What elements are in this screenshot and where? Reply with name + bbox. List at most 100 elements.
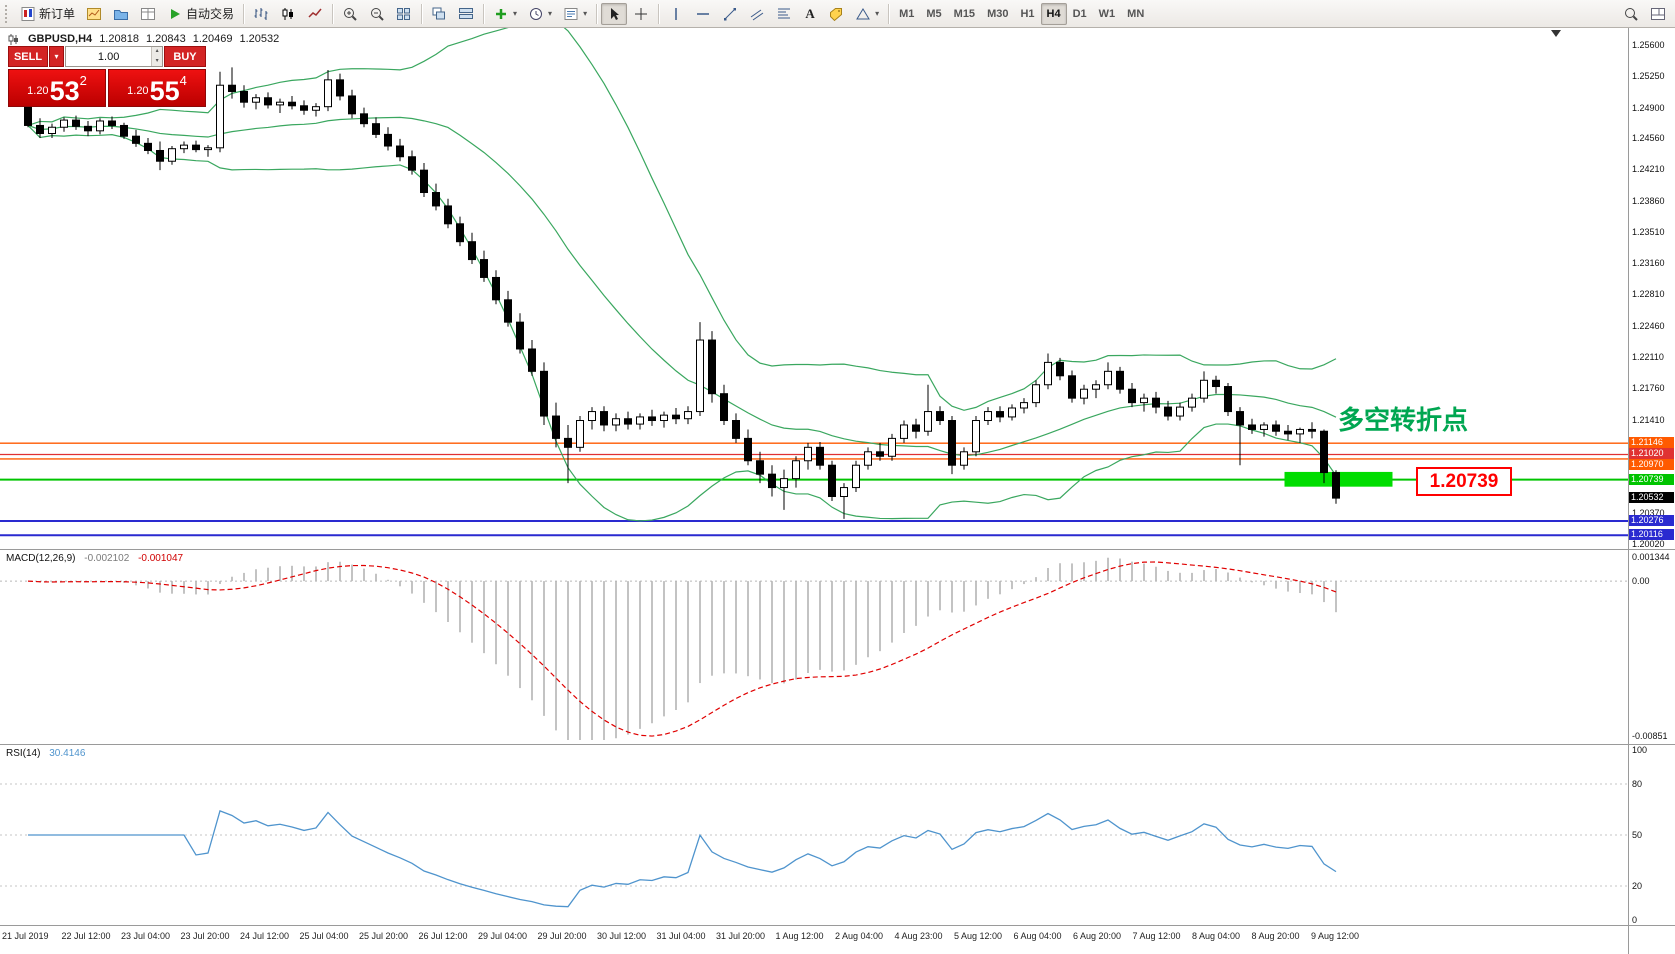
timeframe-m1-button[interactable]: M1 (893, 3, 920, 25)
timeframe-m30-button[interactable]: M30 (981, 3, 1014, 25)
periods-button[interactable]: ▾ (523, 3, 557, 25)
profiles-button[interactable] (108, 3, 134, 25)
time-tick: 8 Aug 04:00 (1192, 931, 1241, 941)
price-line-label: 1.20276 (1629, 515, 1674, 526)
cascade-windows-button[interactable] (426, 3, 452, 25)
separator (888, 3, 890, 24)
auto-trading-button[interactable]: 自动交易 (162, 3, 239, 25)
indicators-button[interactable]: ▾ (488, 3, 522, 25)
sell-button[interactable]: SELL (8, 46, 48, 67)
price-tick: 1.24900 (1632, 102, 1665, 113)
time-tick: 23 Jul 04:00 (121, 931, 171, 941)
candlestick-chart-icon (280, 6, 296, 22)
timeframe-d1-button[interactable]: D1 (1067, 3, 1093, 25)
candlestick-chart-button[interactable] (275, 3, 301, 25)
low-value: 1.20469 (192, 33, 233, 45)
timeframe-w1-button[interactable]: W1 (1093, 3, 1122, 25)
price-line-label: 1.20116 (1629, 529, 1674, 541)
trendline-icon (722, 6, 738, 22)
timeframe-mn-button[interactable]: MN (1121, 3, 1150, 25)
crosshair-icon (633, 6, 649, 22)
zoom-in-button[interactable] (337, 3, 363, 25)
timeframe-m15-button[interactable]: M15 (948, 3, 981, 25)
shapes-button[interactable]: ▾ (850, 3, 884, 25)
new-order-button[interactable]: 新订单 (15, 3, 80, 25)
turning-point-annotation: 多空转折点 (1338, 405, 1469, 435)
tile-windows-button[interactable] (391, 3, 417, 25)
zoom-out-button[interactable] (364, 3, 390, 25)
time-tick: 31 Jul 20:00 (716, 931, 766, 941)
cascade-windows-icon (431, 6, 447, 22)
label-tool-button[interactable] (823, 3, 849, 25)
price-tick: 1.25600 (1632, 39, 1665, 50)
time-tick: 22 Jul 12:00 (61, 931, 111, 941)
horizontal-line-button[interactable] (690, 3, 716, 25)
market-watch-icon (140, 6, 156, 22)
trade-options-caret[interactable]: ▾ (49, 46, 64, 67)
time-tick: 24 Jul 12:00 (240, 931, 290, 941)
macd-label: MACD(12,26,9) -0.002102 -0.001047 (6, 553, 183, 564)
timeframe-h4-button[interactable]: H4 (1040, 2, 1067, 25)
rsi-value: 30.4146 (49, 748, 86, 759)
bar-chart-button[interactable] (248, 3, 274, 25)
new-order-label: 新订单 (39, 7, 76, 21)
price-tick: 1.22110 (1632, 352, 1664, 363)
search-button[interactable] (1618, 3, 1644, 25)
market-watch-button[interactable] (135, 3, 161, 25)
layout-button[interactable] (1645, 3, 1671, 25)
time-tick: 31 Jul 04:00 (656, 931, 706, 941)
price-tick: 1.21760 (1632, 383, 1665, 394)
cursor-button[interactable] (601, 2, 628, 25)
layout-icon (1650, 6, 1666, 22)
buy-price-pip: 4 (179, 73, 187, 88)
chevron-down-icon: ▾ (513, 9, 518, 18)
text-tool-button[interactable]: A (798, 3, 822, 25)
volume-down-button[interactable]: ▾ (152, 56, 162, 66)
buy-price-big: 55 (149, 76, 180, 107)
price-tick: 1.25250 (1632, 71, 1665, 82)
crosshair-button[interactable] (628, 3, 654, 25)
rsi-scale-label: 0 (1632, 915, 1638, 925)
templates-button[interactable]: ▾ (558, 3, 592, 25)
time-tick: 25 Jul 20:00 (359, 931, 409, 941)
auto-trading-icon (167, 6, 183, 22)
sell-price-prefix: 1.20 (27, 85, 49, 97)
price-tick: 1.23860 (1632, 195, 1665, 206)
volume-input[interactable] (66, 47, 152, 66)
horizontal-line-icon (695, 6, 711, 22)
price-tick: 1.20370 (1632, 507, 1665, 518)
separator (483, 3, 485, 24)
auto-trading-label: 自动交易 (186, 7, 235, 21)
time-tick: 6 Aug 04:00 (1013, 931, 1062, 941)
macd-name: MACD(12,26,9) (6, 553, 76, 564)
buy-price-button[interactable]: 1.20 55 4 (108, 69, 206, 107)
volume-box: ▴ ▾ (65, 46, 163, 67)
search-icon (1623, 6, 1639, 22)
text-label-icon (828, 6, 844, 22)
vertical-line-button[interactable] (663, 3, 689, 25)
new-chart-button[interactable] (81, 3, 107, 25)
fibonacci-button[interactable] (771, 3, 797, 25)
arrange-windows-button[interactable] (453, 3, 479, 25)
scroll-to-end-icon[interactable] (1551, 30, 1561, 37)
timeframe-toolbar: M1 M5 M15 M30 H1 H4 D1 W1 MN (893, 2, 1150, 25)
zoom-in-icon (342, 6, 358, 22)
macd-scale-bottom: -0.00851 (1632, 731, 1668, 741)
toolbar-grip[interactable] (5, 4, 10, 23)
volume-up-button[interactable]: ▴ (152, 47, 162, 57)
buy-button[interactable]: BUY (164, 46, 206, 67)
channel-button[interactable] (744, 3, 770, 25)
trendline-button[interactable] (717, 3, 743, 25)
buy-price-prefix: 1.20 (127, 85, 149, 97)
price-line-label: 1.20532 (1629, 492, 1674, 504)
shapes-icon (855, 6, 871, 22)
timeframe-m5-button[interactable]: M5 (920, 3, 947, 25)
timeframe-h1-button[interactable]: H1 (1014, 3, 1040, 25)
equidistant-channel-icon (749, 6, 765, 22)
price-tick: 1.21410 (1632, 414, 1665, 425)
rsi-label: RSI(14) 30.4146 (6, 748, 85, 759)
price-line-label: 1.21020 (1629, 448, 1674, 460)
line-chart-button[interactable] (302, 3, 328, 25)
sell-price-button[interactable]: 1.20 53 2 (8, 69, 106, 107)
